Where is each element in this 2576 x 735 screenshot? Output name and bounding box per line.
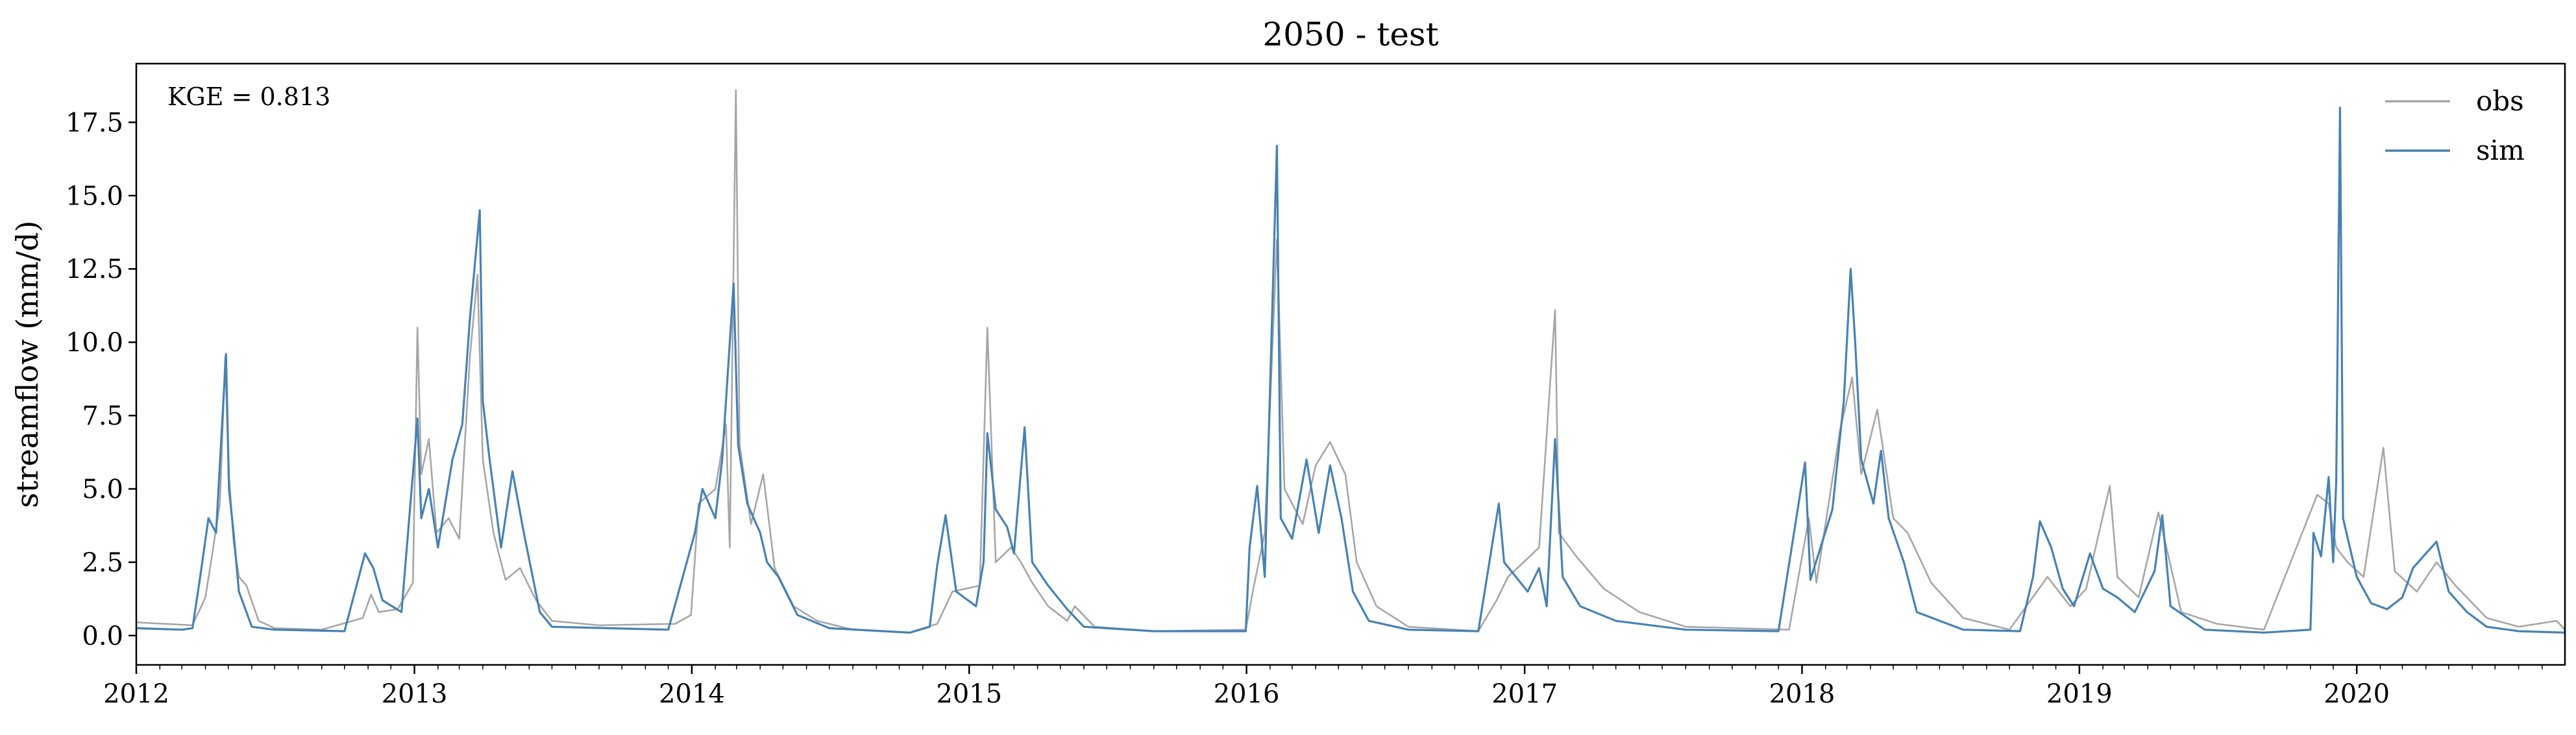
x-tick-label: 2014	[659, 679, 725, 709]
x-tick-label: 2018	[1769, 679, 1835, 709]
series-line-sim	[136, 106, 2565, 634]
plot-frame	[135, 62, 2566, 666]
x-tick-label: 2013	[382, 679, 448, 709]
legend: obs sim	[2385, 85, 2525, 166]
y-tick-label: 0.0	[82, 621, 123, 651]
x-tick-label: 2017	[1491, 679, 1558, 709]
y-tick-label: 5.0	[82, 475, 123, 505]
x-tick-label: 2016	[1214, 679, 1280, 709]
y-tick-label: 17.5	[66, 108, 123, 138]
axes-layer: 0.0 2.5 5.0 7.5 10.0 12.5 15.0 17.5 2012 2013 2014…	[66, 108, 2543, 709]
y-axis-title: streamflow (mm/d)	[10, 221, 45, 508]
kge-annotation: KGE = 0.813	[167, 82, 330, 111]
x-tick-label: 2015	[936, 679, 1002, 709]
legend-item-sim: sim	[2385, 134, 2525, 166]
legend-label: sim	[2476, 134, 2525, 166]
series-line-obs	[136, 89, 2565, 634]
legend-label: obs	[2476, 85, 2524, 117]
y-tick-label: 12.5	[66, 255, 123, 284]
chart-title: 2050 - test	[1262, 16, 1438, 53]
y-tick-label: 2.5	[82, 548, 123, 578]
series-layer	[136, 89, 2565, 634]
y-tick-label: 15.0	[66, 181, 123, 211]
y-tick-label: 7.5	[82, 401, 123, 431]
x-tick-label: 2020	[2324, 679, 2390, 709]
y-tick-label: 10.0	[66, 328, 123, 358]
x-tick-label: 2012	[103, 679, 169, 709]
x-tick-label: 2019	[2046, 679, 2113, 709]
legend-item-obs: obs	[2385, 85, 2524, 117]
